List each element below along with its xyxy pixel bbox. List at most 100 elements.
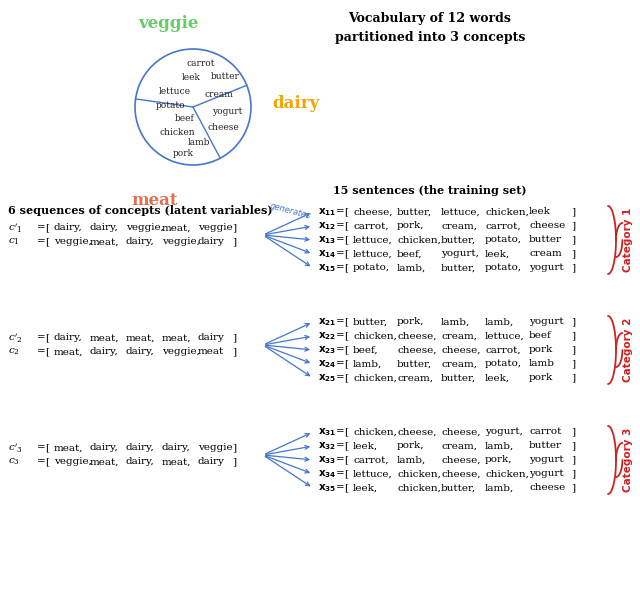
Text: [: [ xyxy=(344,345,348,354)
Text: [: [ xyxy=(344,263,348,273)
Text: [: [ xyxy=(45,347,49,356)
Text: [: [ xyxy=(344,222,348,231)
Text: beef: beef xyxy=(529,331,552,341)
Text: cream,: cream, xyxy=(441,331,477,341)
Text: cheese: cheese xyxy=(529,222,565,231)
Text: ]: ] xyxy=(571,263,575,273)
Text: ]: ] xyxy=(232,237,236,246)
Text: chicken,: chicken, xyxy=(397,236,441,245)
Text: potato,: potato, xyxy=(353,263,390,273)
Text: cream,: cream, xyxy=(441,222,477,231)
Text: lamb,: lamb, xyxy=(485,441,515,450)
Text: pork,: pork, xyxy=(397,317,424,327)
Text: $\mathbf{x}_{\mathbf{23}}$: $\mathbf{x}_{\mathbf{23}}$ xyxy=(318,344,336,356)
Text: [: [ xyxy=(344,208,348,217)
Text: =: = xyxy=(336,427,345,436)
Text: $\mathbf{x}_{\mathbf{24}}$: $\mathbf{x}_{\mathbf{24}}$ xyxy=(318,358,337,370)
Text: cream: cream xyxy=(205,90,234,99)
Text: =: = xyxy=(336,263,345,273)
Text: yogurt: yogurt xyxy=(529,317,564,327)
Text: =: = xyxy=(37,458,45,467)
Text: carrot: carrot xyxy=(529,427,561,436)
Text: =: = xyxy=(37,347,45,356)
Text: 15 sentences (the training set): 15 sentences (the training set) xyxy=(333,185,527,196)
Text: lamb: lamb xyxy=(188,138,211,148)
Text: cheese: cheese xyxy=(207,123,239,132)
Text: cream,: cream, xyxy=(441,359,477,368)
Text: cream: cream xyxy=(529,249,562,259)
Text: $c_3$: $c_3$ xyxy=(8,456,20,467)
Text: =: = xyxy=(336,484,345,492)
Text: butter,: butter, xyxy=(397,359,432,368)
Text: $\mathbf{x}_{\mathbf{12}}$: $\mathbf{x}_{\mathbf{12}}$ xyxy=(318,220,336,232)
Text: [: [ xyxy=(45,333,49,342)
Text: dairy,: dairy, xyxy=(126,444,155,452)
Text: potato,: potato, xyxy=(485,359,522,368)
Text: $c'_3$: $c'_3$ xyxy=(8,441,22,455)
Text: meat,: meat, xyxy=(90,237,120,246)
Text: [: [ xyxy=(344,441,348,450)
Text: =: = xyxy=(336,455,345,464)
Text: dairy,: dairy, xyxy=(90,223,119,232)
Text: $\mathbf{x}_{\mathbf{21}}$: $\mathbf{x}_{\mathbf{21}}$ xyxy=(318,316,337,328)
Text: ]: ] xyxy=(571,208,575,217)
Text: veggie,: veggie, xyxy=(162,237,200,246)
Text: chicken,: chicken, xyxy=(485,208,529,217)
Text: =: = xyxy=(37,223,45,232)
Text: beef: beef xyxy=(175,114,195,123)
Text: lettuce,: lettuce, xyxy=(353,469,393,478)
Text: =: = xyxy=(336,469,345,478)
Text: chicken,: chicken, xyxy=(485,469,529,478)
Text: cheese,: cheese, xyxy=(353,208,392,217)
Text: yogurt: yogurt xyxy=(529,455,564,464)
Text: butter: butter xyxy=(211,72,239,81)
Text: lettuce,: lettuce, xyxy=(485,331,525,341)
Text: dairy,: dairy, xyxy=(126,458,155,467)
Text: dairy,: dairy, xyxy=(162,444,191,452)
Text: cream,: cream, xyxy=(441,441,477,450)
Text: [: [ xyxy=(344,317,348,327)
Text: Category 3: Category 3 xyxy=(623,428,633,492)
Text: ]: ] xyxy=(571,373,575,382)
Text: butter: butter xyxy=(529,441,562,450)
Text: butter: butter xyxy=(529,236,562,245)
Text: lettuce: lettuce xyxy=(159,87,191,96)
Text: $\mathbf{x}_{\mathbf{15}}$: $\mathbf{x}_{\mathbf{15}}$ xyxy=(318,262,337,274)
Text: potato,: potato, xyxy=(485,263,522,273)
Text: meat: meat xyxy=(132,192,179,209)
Text: pork: pork xyxy=(529,345,553,354)
Text: ]: ] xyxy=(571,455,575,464)
Text: chicken: chicken xyxy=(159,128,195,137)
Text: [: [ xyxy=(45,237,49,246)
Text: leek: leek xyxy=(529,208,551,217)
Text: [: [ xyxy=(45,444,49,452)
Text: leek,: leek, xyxy=(353,484,378,492)
Text: lamb,: lamb, xyxy=(441,317,470,327)
Text: yogurt,: yogurt, xyxy=(441,249,479,259)
Text: meat,: meat, xyxy=(54,444,83,452)
Text: carrot,: carrot, xyxy=(485,345,520,354)
Text: cheese,: cheese, xyxy=(441,345,481,354)
Text: dairy,: dairy, xyxy=(126,237,155,246)
Text: meat,: meat, xyxy=(162,223,191,232)
Text: ]: ] xyxy=(232,458,236,467)
Text: $\mathbf{x}_{\mathbf{31}}$: $\mathbf{x}_{\mathbf{31}}$ xyxy=(318,426,337,438)
Text: ]: ] xyxy=(571,331,575,341)
Text: butter,: butter, xyxy=(441,373,476,382)
Text: meat,: meat, xyxy=(54,347,83,356)
Text: chicken,: chicken, xyxy=(397,484,441,492)
Text: [: [ xyxy=(344,455,348,464)
Text: dairy,: dairy, xyxy=(90,347,119,356)
Text: ]: ] xyxy=(571,441,575,450)
Text: dairy: dairy xyxy=(198,237,225,246)
Text: meat,: meat, xyxy=(162,458,191,467)
Text: dairy: dairy xyxy=(198,458,225,467)
Text: ]: ] xyxy=(571,317,575,327)
Text: [: [ xyxy=(45,223,49,232)
Text: pork: pork xyxy=(529,373,553,382)
Text: dairy,: dairy, xyxy=(54,333,83,342)
Text: cheese,: cheese, xyxy=(397,331,436,341)
Text: meat: meat xyxy=(198,347,224,356)
Text: $\mathbf{x}_{\mathbf{32}}$: $\mathbf{x}_{\mathbf{32}}$ xyxy=(318,440,336,452)
Text: =: = xyxy=(336,236,345,245)
